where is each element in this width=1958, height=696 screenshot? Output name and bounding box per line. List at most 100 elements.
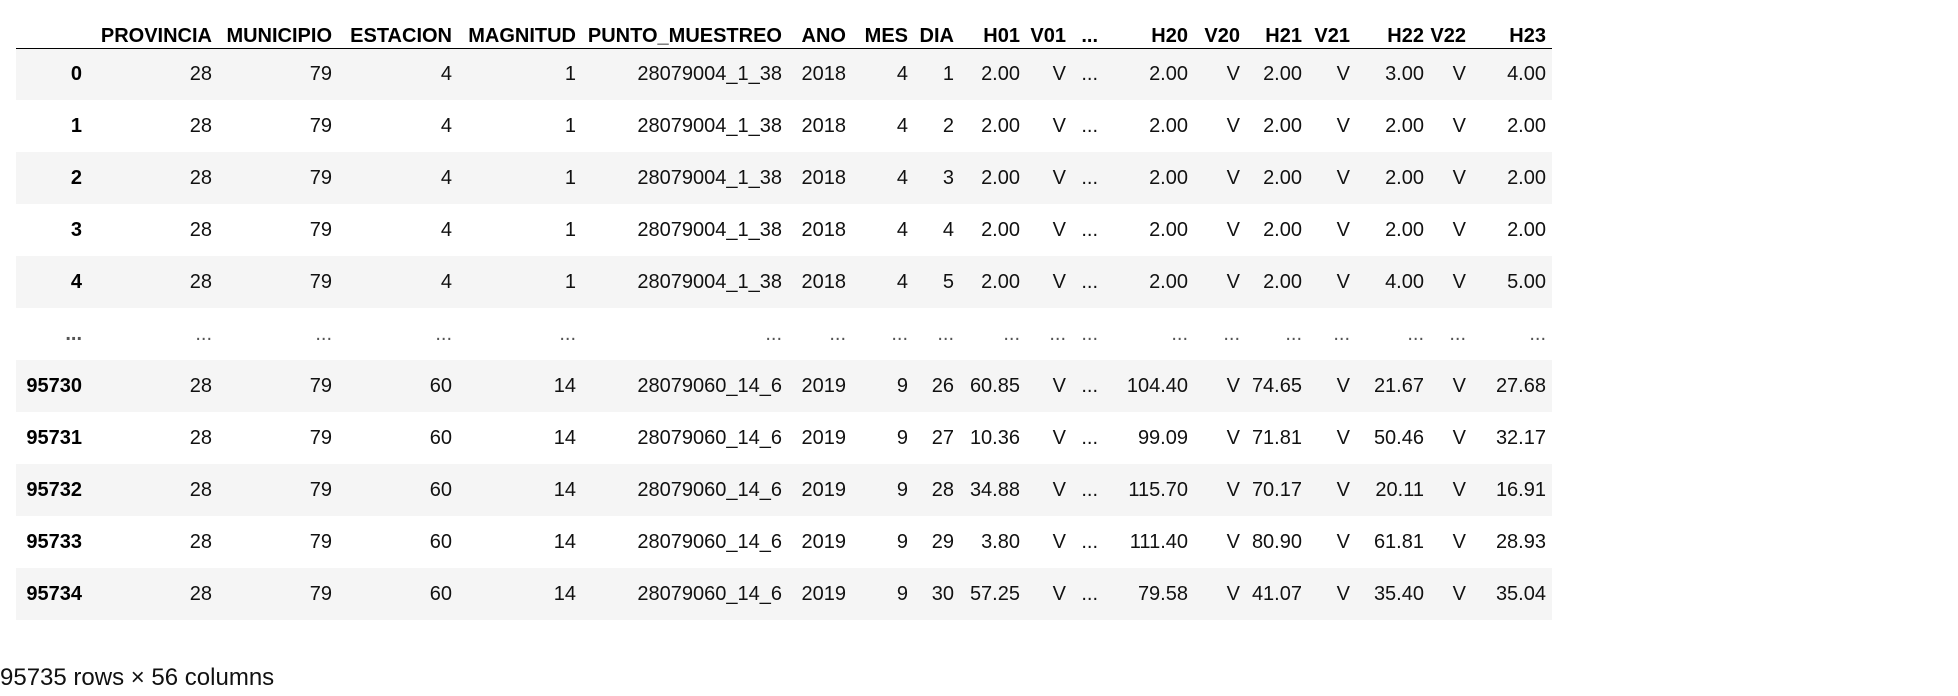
- table-cell: 79: [309, 478, 332, 501]
- table-cell: 2.00: [1149, 270, 1188, 293]
- table-cell: V: [1336, 582, 1350, 605]
- table-cell: 28: [189, 218, 212, 241]
- table-cell: V: [1452, 166, 1466, 189]
- table-cell: 79: [309, 270, 332, 293]
- table-cell: V: [1052, 114, 1066, 137]
- table-cell: V: [1336, 166, 1350, 189]
- table-cell: V: [1226, 62, 1240, 85]
- table-cell: V: [1452, 582, 1466, 605]
- table-cell: 28079060_14_6: [637, 530, 782, 553]
- table-cell: 104.40: [1126, 374, 1188, 397]
- table-body: 0 28 79 4 1 28079004_1_38 2018 4 1 2.00 V... 2.00 V 2…: [16, 48, 1552, 620]
- table-cell: 50.46: [1373, 426, 1424, 449]
- table-cell: 79: [309, 166, 332, 189]
- table-cell: ...: [1081, 426, 1098, 449]
- table-cell: 99.09: [1137, 426, 1188, 449]
- dataframe-table: PROVINCIA MUNICIPIO ESTACION MAGNITUD PUNTO_…: [16, 8, 1552, 620]
- table-cell: ...: [195, 322, 212, 345]
- table-cell: 1: [564, 114, 576, 137]
- table-cell: 28079004_1_38: [637, 114, 782, 137]
- table-cell: 9: [896, 530, 908, 553]
- table-cell: V: [1052, 478, 1066, 501]
- table-cell: ...: [1449, 322, 1466, 345]
- table-cell: 16.91: [1495, 478, 1546, 501]
- table-cell: 5.00: [1507, 270, 1546, 293]
- table-cell: 79: [309, 62, 332, 85]
- table-row: 95733 28 79 60 14 28079060_14_6 2019 9 29 3.80 V..…: [16, 516, 1552, 568]
- table-cell: 79: [309, 530, 332, 553]
- row-index: 0: [70, 62, 82, 85]
- table-cell: V: [1336, 478, 1350, 501]
- table-cell: ...: [1285, 322, 1302, 345]
- table-cell: ...: [1081, 582, 1098, 605]
- column-header-municipio: MUNICIPIO: [218, 8, 338, 49]
- column-header-dia: DIA: [914, 8, 960, 49]
- shape-info: 95735 rows × 56 columns: [0, 664, 275, 691]
- table-cell: 60: [429, 478, 452, 501]
- table-cell: 79: [309, 582, 332, 605]
- column-header-provincia: PROVINCIA: [90, 8, 218, 49]
- column-header-v01: V01: [1026, 8, 1072, 49]
- table-cell: 2.00: [1507, 166, 1546, 189]
- table-cell: ...: [315, 322, 332, 345]
- table-cell: 4: [440, 114, 452, 137]
- table-cell: 28079060_14_6: [637, 374, 782, 397]
- row-index: 3: [70, 218, 82, 241]
- table-cell: 4: [896, 62, 908, 85]
- table-cell: 2.00: [1385, 114, 1424, 137]
- table-cell: 2.00: [1263, 166, 1302, 189]
- table-cell: 4.00: [1507, 62, 1546, 85]
- table-cell: 4: [440, 166, 452, 189]
- table-row: 2 28 79 4 1 28079004_1_38 2018 4 3 2.00 V... 2.00 V 2…: [16, 152, 1552, 204]
- table-cell: 2018: [801, 166, 847, 189]
- table-cell: V: [1052, 218, 1066, 241]
- table-cell: 14: [553, 374, 576, 397]
- table-cell: 28079004_1_38: [637, 218, 782, 241]
- table-cell: 28: [189, 114, 212, 137]
- table-cell: 79: [309, 114, 332, 137]
- column-header-magnitud: MAGNITUD: [458, 8, 582, 49]
- table-cell: 28: [189, 582, 212, 605]
- table-cell: 28: [189, 374, 212, 397]
- table-cell: 14: [553, 426, 576, 449]
- table-cell: 35.04: [1495, 582, 1546, 605]
- table-cell: 4: [440, 218, 452, 241]
- column-header-mes: MES: [852, 8, 914, 49]
- table-cell: ...: [1081, 270, 1098, 293]
- table-cell: 26: [931, 374, 954, 397]
- row-index: 95732: [26, 478, 82, 501]
- table-cell: 2018: [801, 270, 847, 293]
- index-header: [16, 8, 90, 49]
- ellipsis-row: ........................................…: [16, 308, 1552, 360]
- table-cell: V: [1336, 270, 1350, 293]
- table-cell: 71.81: [1251, 426, 1302, 449]
- table-cell: V: [1336, 530, 1350, 553]
- table-cell: 9: [896, 478, 908, 501]
- column-header-h21: H21: [1246, 8, 1308, 49]
- column-header-h20: H20: [1104, 8, 1194, 49]
- table-cell: 28: [931, 478, 954, 501]
- dataframe-output: PROVINCIA MUNICIPIO ESTACION MAGNITUD PUNTO_…: [16, 8, 1552, 620]
- table-cell: 28.93: [1495, 530, 1546, 553]
- table-cell: 79: [309, 426, 332, 449]
- table-cell: 28: [189, 270, 212, 293]
- table-cell: 2.00: [1263, 270, 1302, 293]
- row-index: 2: [70, 166, 82, 189]
- table-cell: 2018: [801, 114, 847, 137]
- table-cell: 28: [189, 166, 212, 189]
- table-cell: 9: [896, 426, 908, 449]
- table-cell: 2.00: [1263, 114, 1302, 137]
- table-cell: 2018: [801, 218, 847, 241]
- table-cell: 2.00: [1149, 62, 1188, 85]
- column-header-h01: H01: [960, 8, 1026, 49]
- table-cell: ...: [1223, 322, 1240, 345]
- table-cell: 4: [896, 218, 908, 241]
- table-cell: V: [1452, 426, 1466, 449]
- table-cell: V: [1452, 270, 1466, 293]
- table-cell: ...: [1081, 218, 1098, 241]
- table-cell: ...: [1081, 166, 1098, 189]
- table-cell: V: [1336, 218, 1350, 241]
- table-cell: ...: [1171, 322, 1188, 345]
- table-cell: V: [1052, 582, 1066, 605]
- table-cell: 2.00: [1263, 218, 1302, 241]
